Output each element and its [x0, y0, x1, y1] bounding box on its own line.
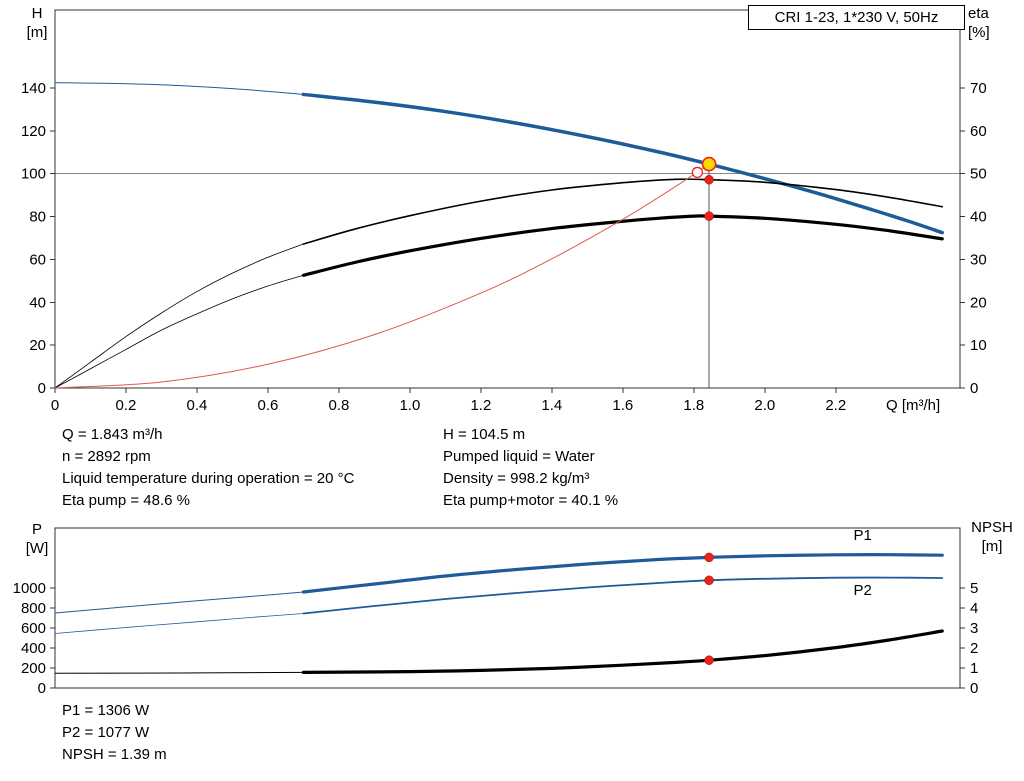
duty-value-dot	[704, 211, 714, 221]
p1-low-flow	[54, 591, 304, 614]
x-tick-label: 1.6	[612, 397, 633, 414]
duty-h-text: H = 104.5 m	[443, 426, 526, 443]
h-axis-symbol: H	[31, 5, 43, 22]
h-axis-unit-label: H [m]	[18, 4, 56, 42]
npsh-text: NPSH = 1.39 m	[62, 746, 167, 763]
eta-pump-low-flow	[54, 243, 304, 389]
eta-axis-unit: [%]	[968, 24, 990, 41]
x-tick-label: 1.4	[541, 397, 562, 414]
series-label-p2: P2	[854, 582, 872, 599]
eta-pump-motor-text: Eta pump+motor = 40.1 %	[443, 492, 619, 509]
y-left-tick-label: 200	[21, 660, 46, 677]
y-left-tick-label: 140	[21, 80, 46, 97]
p1-text: P1 = 1306 W	[62, 702, 150, 719]
pump-type-box: CRI 1-23, 1*230 V, 50Hz	[748, 5, 965, 30]
x-tick-label: 1.0	[399, 397, 420, 414]
duty-value-dot	[704, 655, 714, 665]
y-right-tick-label: 2	[970, 640, 978, 657]
y-right-tick-label: 50	[970, 166, 987, 183]
y-right-tick-label: 10	[970, 337, 987, 354]
power-npsh-chart: 0 200 400 600 800 1000 0 1 2 3 4 5 P1 P2	[13, 527, 979, 697]
plot-frame	[54, 9, 961, 389]
p-axis-unit: [W]	[25, 540, 49, 557]
p2-low-flow	[54, 613, 304, 634]
y-left-tick-label: 120	[21, 123, 46, 140]
y-right-tick-label: 4	[970, 600, 978, 617]
duty-speed-text: n = 2892 rpm	[62, 448, 151, 465]
duty-point-marker[interactable]	[701, 156, 717, 172]
eta-pump-motor-curve	[301, 214, 944, 277]
x-tick-label: 0.8	[328, 397, 349, 414]
npsh-low-flow	[54, 671, 304, 674]
y-left-tick-label: 800	[21, 600, 46, 617]
y-left-tick-label: 0	[38, 680, 46, 697]
npsh-axis-unit: [m]	[981, 538, 1003, 555]
y-left-tick-label: 1000	[13, 580, 46, 597]
y-right-tick-label: 0	[970, 380, 978, 397]
system-curve	[54, 163, 710, 389]
npsh-axis-symbol: NPSH	[971, 519, 1013, 536]
duty-value-dot	[704, 174, 714, 185]
duty-info-left: Q = 1.843 m³/h n = 2892 rpm Liquid tempe…	[62, 424, 354, 512]
eta-pump-text: Eta pump = 48.6 %	[62, 492, 190, 509]
y-right-tick-label: 3	[970, 620, 978, 637]
head-curve	[301, 92, 945, 235]
head-curve-low-flow	[54, 82, 304, 95]
y-right-tick-label: 5	[970, 580, 978, 597]
duty-q-text: Q = 1.843 m³/h	[62, 426, 163, 443]
x-tick-label: 2.2	[825, 397, 846, 414]
h-axis-unit: [m]	[26, 24, 48, 41]
p1-curve	[301, 553, 944, 594]
y-left-tick-label: 0	[38, 380, 46, 397]
y-left-tick-label: 60	[29, 251, 46, 268]
y-left-tick-label: 600	[21, 620, 46, 637]
eta-axis-symbol: eta	[968, 5, 989, 22]
npsh-curve	[301, 629, 944, 674]
liquid-temp-text: Liquid temperature during operation = 20…	[62, 470, 355, 487]
y-right-tick-label: 60	[970, 123, 987, 140]
y-right-tick-label: 20	[970, 294, 987, 311]
npsh-axis-unit-label: NPSH [m]	[962, 518, 1022, 556]
duty-info-right: H = 104.5 m Pumped liquid = Water Densit…	[443, 424, 618, 512]
x-tick-label: 2.0	[754, 397, 775, 414]
x-tick-label: 1.8	[683, 397, 704, 414]
y-right-tick-label: 40	[970, 209, 987, 226]
density-text: Density = 998.2 kg/m³	[443, 470, 590, 487]
y-right-tick-label: 30	[970, 251, 987, 268]
power-npsh-info: P1 = 1306 W P2 = 1077 W NPSH = 1.39 m	[62, 700, 167, 766]
y-right-tick-label: 0	[970, 680, 978, 697]
x-tick-label: 0.4	[187, 397, 208, 414]
p2-curve	[302, 576, 944, 615]
x-tick-label: 1.2	[470, 397, 491, 414]
q-axis-label: Q [m³/h]	[886, 397, 941, 414]
hq-eta-chart: 0 20 40 60 80 100 120 140 0 10 20 30 40 50 60 70 0 0.2 0.4…	[21, 9, 987, 414]
plot-frame	[54, 527, 961, 689]
duty-value-dot	[704, 575, 714, 586]
x-tick-label: 0.2	[116, 397, 137, 414]
eta-axis-unit-label: eta [%]	[968, 4, 1012, 42]
y-left-tick-label: 400	[21, 640, 46, 657]
y-left-tick-label: 80	[29, 209, 46, 226]
series-label-p1: P1	[854, 527, 872, 544]
p2-text: P2 = 1077 W	[62, 724, 150, 741]
p-axis-unit-label: P [W]	[18, 520, 56, 558]
y-right-tick-label: 1	[970, 660, 978, 677]
x-tick-label: 0	[51, 397, 59, 414]
x-tick-label: 0.6	[258, 397, 279, 414]
eta-pump-motor-low-flow	[54, 274, 304, 389]
y-left-tick-label: 40	[29, 294, 46, 311]
eta-pump-curve	[302, 178, 944, 245]
duty-value-dot	[704, 552, 714, 563]
y-left-tick-label: 100	[21, 166, 46, 183]
p-axis-symbol: P	[31, 521, 42, 538]
requested-duty-marker	[691, 166, 704, 179]
y-right-tick-label: 70	[970, 80, 987, 97]
pumped-liquid-text: Pumped liquid = Water	[443, 448, 595, 465]
y-left-tick-label: 20	[29, 337, 46, 354]
